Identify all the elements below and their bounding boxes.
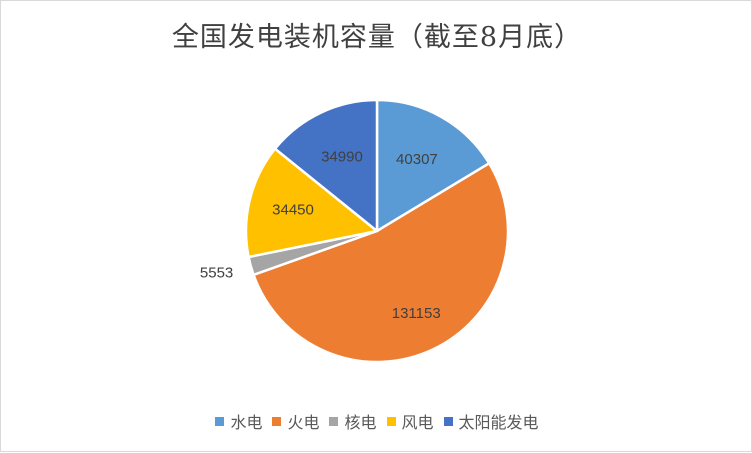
pie-slice-0 <box>375 98 491 233</box>
data-label-4: 34990 <box>321 149 363 166</box>
legend-item-2: 核电 <box>329 409 377 433</box>
legend-item-1: 火电 <box>272 409 319 433</box>
legend-swatch-3 <box>386 416 396 426</box>
legend-swatch-2 <box>329 416 339 426</box>
legend-label-3: 风电 <box>401 413 434 432</box>
data-label-3: 34450 <box>272 201 314 218</box>
legend-label-1: 火电 <box>287 413 320 432</box>
legend-swatch-1 <box>272 416 282 426</box>
pie-slice-3 <box>244 147 379 259</box>
legend-item-4: 太阳能发电 <box>443 409 539 433</box>
legend-label-4: 太阳能发电 <box>458 413 539 432</box>
pie-slice-4 <box>273 98 379 233</box>
legend-swatch-4 <box>443 416 453 426</box>
chart-title: 全国发电装机容量（截至8月底） <box>171 22 583 53</box>
legend-item-0: 水电 <box>215 409 262 433</box>
data-label-2: 5553 <box>200 265 233 282</box>
pie-slice-1 <box>252 162 510 364</box>
legend-item-3: 风电 <box>386 409 434 433</box>
legend-label-0: 水电 <box>230 413 263 432</box>
data-label-1: 131153 <box>392 305 441 322</box>
data-label-0: 40307 <box>396 151 438 168</box>
chart-legend: 水电 火电 核电 风电 太阳能发电 <box>1 409 752 433</box>
legend-swatch-0 <box>215 416 225 426</box>
legend-label-2: 核电 <box>344 413 377 432</box>
